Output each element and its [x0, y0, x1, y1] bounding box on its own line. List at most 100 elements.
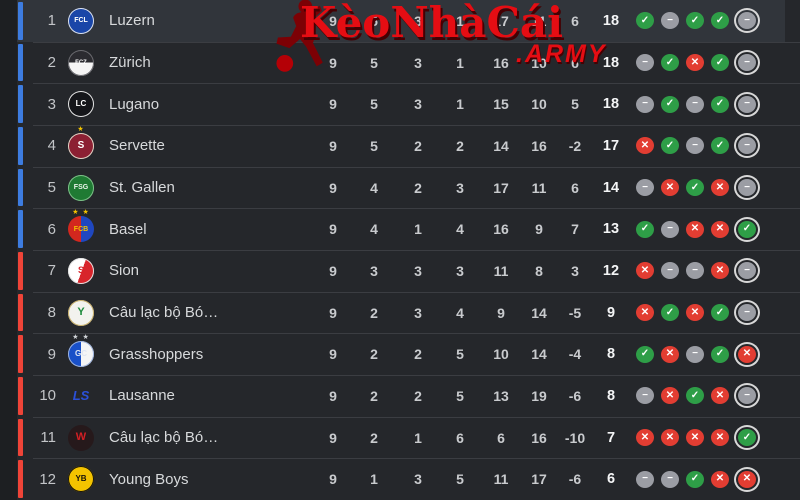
stat-l: 3	[456, 262, 464, 279]
form-icon-draw[interactable]: −	[661, 262, 679, 280]
form-icon-draw[interactable]: −	[636, 95, 654, 113]
form-icon-draw[interactable]: −	[738, 262, 756, 280]
stat-p: 9	[329, 96, 337, 113]
form-icon-draw[interactable]: −	[738, 387, 756, 405]
table-row[interactable]: 7 S Sion 9 3 3 3 11 8 3 12 ✕ − − ✕ −	[0, 250, 800, 292]
form-icon-win[interactable]: ✓	[686, 12, 704, 30]
form-icon-draw[interactable]: −	[636, 54, 654, 71]
form-icon-win[interactable]: ✓	[711, 137, 729, 155]
form-icon-win[interactable]: ✓	[711, 304, 729, 322]
form-icon-draw[interactable]: −	[661, 12, 679, 30]
form-icon-win[interactable]: ✓	[636, 345, 654, 363]
form-icon-draw[interactable]: −	[686, 95, 704, 113]
form-icons-group: − ✓ − ✓ −	[636, 83, 756, 125]
team-name: Sion	[109, 262, 140, 280]
form-icon-draw[interactable]: −	[738, 137, 756, 155]
form-icon-loss[interactable]: ✕	[661, 387, 679, 405]
stat-l: 5	[456, 346, 464, 363]
table-row[interactable]: 2 FCZ Zürich 9 5 3 1 16 10 6 18 − ✓ ✕ ✓ −	[0, 41, 800, 84]
form-icon-loss[interactable]: ✕	[661, 429, 679, 447]
form-icon-loss[interactable]: ✕	[636, 429, 654, 447]
form-icon-draw[interactable]: −	[686, 137, 704, 155]
form-icon-loss[interactable]: ✕	[711, 262, 729, 280]
form-icon-win[interactable]: ✓	[686, 470, 704, 488]
table-row[interactable]: 8 Y Câu lạc bộ Bó… 9 2 3 4 9 14 -5 9 ✕ ✓ ✕ ✓ −	[0, 291, 800, 334]
form-icon-loss[interactable]: ✕	[738, 470, 756, 488]
table-row[interactable]: 3 LC Lugano 9 5 3 1 15 10 5 18 − ✓ − ✓ −	[0, 83, 800, 126]
form-icon-loss[interactable]: ✕	[636, 304, 654, 322]
form-icon-draw[interactable]: −	[738, 304, 756, 322]
form-icon-win[interactable]: ✓	[661, 95, 679, 113]
form-icon-loss[interactable]: ✕	[636, 262, 654, 280]
form-icon-win[interactable]: ✓	[686, 179, 704, 197]
team-logo-wrap: FCB ★ ★	[68, 209, 94, 243]
left-gutter	[0, 333, 17, 376]
form-icon-loss[interactable]: ✕	[686, 220, 704, 238]
form-icon-win[interactable]: ✓	[636, 12, 654, 30]
form-icon-draw[interactable]: −	[636, 470, 654, 488]
form-icon-win[interactable]: ✓	[711, 54, 729, 71]
form-icon-loss[interactable]: ✕	[661, 179, 679, 197]
form-icon-loss[interactable]: ✕	[711, 470, 729, 488]
rank-number: 11	[40, 429, 56, 447]
form-icon-draw[interactable]: −	[636, 179, 654, 197]
team-logo-icon: GC	[68, 341, 94, 368]
form-icon-draw[interactable]: −	[661, 220, 679, 238]
form-icon-loss[interactable]: ✕	[686, 304, 704, 322]
form-icon-win[interactable]: ✓	[661, 137, 679, 155]
stat-pts: 9	[606, 304, 616, 321]
stat-d: 3	[414, 262, 422, 279]
stats-group: 9 1 3 5 11 17 -6 6	[315, 458, 629, 500]
team-logo-wrap: LS	[68, 383, 94, 409]
stat-w: 5	[370, 12, 378, 29]
form-icon-win[interactable]: ✓	[711, 95, 729, 113]
form-icon-loss[interactable]: ✕	[686, 54, 704, 71]
stat-ga: 11	[531, 179, 547, 196]
stats-group: 9 2 2 5 10 14 -4 8	[315, 333, 629, 375]
form-icon-loss[interactable]: ✕	[711, 179, 729, 197]
form-icon-win[interactable]: ✓	[661, 54, 679, 71]
stat-pts: 14	[602, 179, 620, 196]
table-row[interactable]: 5 FSG St. Gallen 9 4 2 3 17 11 6 14 − ✕ ✓ ✕ −	[0, 166, 800, 209]
team-name: Young Boys	[109, 470, 189, 488]
form-icon-draw[interactable]: −	[738, 179, 756, 197]
form-icon-win[interactable]: ✓	[711, 345, 729, 363]
table-row[interactable]: 9 GC ★ ★ Grasshoppers 9 2 2 5 10 14 -4 8 ✓ ✕ − ✓ ✕	[0, 333, 800, 376]
form-icon-loss[interactable]: ✕	[711, 387, 729, 405]
form-icon-draw[interactable]: −	[686, 345, 704, 363]
form-icon-loss[interactable]: ✕	[636, 137, 654, 155]
form-icon-win[interactable]: ✓	[661, 304, 679, 322]
stat-gf: 11	[493, 262, 509, 279]
form-icon-loss[interactable]: ✕	[686, 429, 704, 447]
form-icon-draw[interactable]: −	[661, 470, 679, 488]
form-icon-win[interactable]: ✓	[686, 387, 704, 405]
stat-w: 3	[370, 262, 378, 279]
stat-ga: 11	[531, 12, 547, 29]
table-row[interactable]: 12 YB Young Boys 9 1 3 5 11 17 -6 6 − − ✓ ✕ ✕	[0, 458, 800, 500]
table-row[interactable]: 6 FCB ★ ★ Basel 9 4 1 4 16 9 7 13 ✓ − ✕ ✕ ✓	[0, 208, 800, 251]
form-icon-draw[interactable]: −	[738, 95, 756, 113]
stats-group: 9 5 3 1 16 10 6 18	[315, 42, 629, 84]
form-icon-draw[interactable]: −	[738, 54, 756, 71]
stat-gd: -6	[568, 471, 582, 488]
form-icons-group: ✕ ✓ − ✓ −	[636, 125, 756, 167]
table-row[interactable]: 1 FCL Luzern 9 5 3 1 17 11 6 18 ✓ − ✓ ✓ −	[0, 0, 800, 42]
table-row[interactable]: 11 W Câu lạc bộ Bó… 9 2 1 6 6 16 -10 7 ✕ ✕ ✕ ✕ ✓	[0, 416, 800, 459]
stat-l: 1	[456, 12, 464, 29]
stat-ga: 16	[531, 137, 547, 154]
form-icon-win[interactable]: ✓	[738, 429, 756, 447]
form-icon-loss[interactable]: ✕	[711, 429, 729, 447]
form-icon-loss[interactable]: ✕	[738, 345, 756, 363]
table-row[interactable]: 4 S ★ Servette 9 5 2 2 14 16 -2 17 ✕ ✓ − ✓ −	[0, 125, 800, 167]
form-icon-loss[interactable]: ✕	[661, 345, 679, 363]
form-icon-draw[interactable]: −	[686, 262, 704, 280]
stat-p: 9	[329, 12, 337, 29]
table-row[interactable]: 10 LS Lausanne 9 2 2 5 13 19 -6 8 − ✕ ✓ ✕ −	[0, 375, 800, 417]
form-icon-draw[interactable]: −	[738, 12, 756, 30]
form-icon-win[interactable]: ✓	[738, 220, 756, 238]
form-icon-loss[interactable]: ✕	[711, 220, 729, 238]
stat-gf: 6	[497, 429, 505, 446]
form-icon-win[interactable]: ✓	[636, 220, 654, 238]
form-icon-draw[interactable]: −	[636, 387, 654, 405]
form-icon-win[interactable]: ✓	[711, 12, 729, 30]
